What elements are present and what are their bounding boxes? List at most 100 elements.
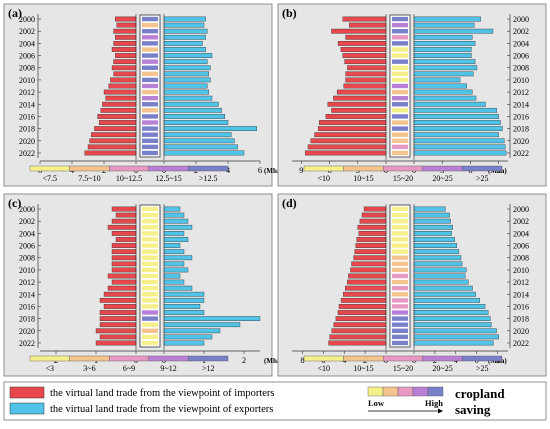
importer-bar (110, 77, 137, 83)
year-tick-label: 2022 (513, 149, 529, 158)
saving-cell (392, 132, 408, 137)
importer-legend-label: the virtual land trade from the viewpoin… (50, 388, 275, 399)
exporter-bar (413, 16, 481, 22)
importer-bar (338, 304, 387, 309)
exporter-bar (163, 89, 209, 95)
exporter-bar (163, 47, 206, 52)
saving-cell (392, 35, 408, 40)
importer-bar (105, 95, 137, 101)
importer-bar (355, 243, 387, 248)
importer-bar (337, 41, 387, 46)
importer-bar (99, 310, 137, 315)
exporter-bar (163, 22, 205, 28)
saving-cell (142, 267, 158, 273)
saving-scale-swatch (29, 355, 70, 362)
exporter-bar (413, 206, 446, 212)
saving-scale-swatch (29, 165, 70, 172)
exporter-bar (163, 297, 205, 303)
exporter-bar (413, 41, 476, 46)
importer-bar (329, 334, 387, 340)
importer-bar (331, 107, 387, 113)
saving-cell (142, 120, 158, 125)
importer-bar (114, 53, 137, 58)
panel-label: (a) (8, 6, 22, 20)
exporter-bar (413, 138, 505, 144)
panel-a: (a)2000 2002 2004 2006 2008 2010 2012 2014 2016 2… (3, 3, 283, 187)
importer-bar (328, 340, 387, 346)
exporter-bar (413, 310, 489, 315)
exporter-bar (163, 243, 181, 248)
saving-scale-label: >12 (202, 364, 215, 373)
saving-scale-swatch (69, 165, 110, 172)
saving-scale-label: <10 (318, 174, 331, 183)
saving-scale-swatch (343, 165, 384, 172)
saving-cell (392, 219, 408, 224)
saving-cell (392, 16, 408, 22)
saving-cell (142, 59, 158, 64)
importer-bar (113, 71, 137, 77)
year-tick-label: 2002 (19, 217, 35, 226)
exporter-bar (163, 212, 185, 218)
saving-scale-label: 15~20 (393, 174, 413, 183)
year-tick-label: 2010 (513, 266, 529, 275)
saving-scale-swatch (108, 165, 149, 172)
importer-bar (99, 316, 137, 321)
importer-swatch (9, 386, 45, 399)
exporter-bar (413, 273, 466, 279)
saving-scale-label: 20~25 (432, 174, 452, 183)
exporter-bar (163, 114, 225, 119)
saving-scale-label: 10~15 (353, 364, 373, 373)
legend-title-line2: saving (455, 402, 491, 417)
saving-cell (392, 102, 408, 107)
exporter-bar (163, 218, 189, 224)
importer-bar (347, 279, 387, 285)
saving-cell (392, 225, 408, 230)
saving-cell (392, 77, 408, 83)
exporter-bar (413, 47, 472, 52)
exporter-bar (413, 132, 499, 138)
saving-cell (392, 95, 408, 101)
importer-bar (113, 41, 137, 46)
year-tick-label: 2016 (513, 112, 529, 121)
saving-cell (142, 22, 158, 28)
exporter-bar (163, 279, 185, 285)
exporter-bar (163, 150, 245, 156)
unit-label: (Mha) (264, 167, 283, 175)
year-tick-label: 2000 (19, 205, 35, 214)
importer-bar (113, 59, 137, 65)
saving-scale-label: >25 (476, 174, 489, 183)
exporter-bar (163, 237, 189, 242)
saving-cell (142, 29, 158, 34)
importer-bar (345, 285, 387, 291)
saving-cell (142, 316, 158, 321)
importer-bar (354, 249, 387, 255)
year-tick-label: 2018 (19, 125, 35, 134)
importer-bar (342, 53, 387, 58)
exporter-bar (413, 328, 497, 334)
exporter-bar (413, 285, 473, 291)
exporter-bar (163, 126, 258, 131)
importer-bar (336, 89, 387, 95)
importer-bar (340, 297, 387, 303)
importer-bar (114, 34, 137, 40)
saving-cell (392, 22, 408, 28)
exporter-bar (163, 77, 211, 83)
importer-bar (87, 144, 137, 150)
saving-cell (142, 243, 158, 248)
saving-cell (392, 144, 408, 150)
importer-bar (344, 59, 387, 65)
x-tick-label: 4 (226, 165, 231, 175)
year-tick-label: 2002 (513, 27, 529, 36)
saving-cell (392, 261, 408, 267)
low-label: Low (368, 398, 385, 408)
exporter-bar (413, 95, 477, 101)
saving-scale-label: >12.5 (199, 174, 218, 183)
year-tick-label: 2020 (19, 137, 35, 146)
importer-bar (108, 83, 137, 89)
legend-saving-swatch (367, 386, 384, 397)
importer-bar (325, 114, 387, 119)
saving-cell (142, 328, 158, 333)
panel-label: (c) (8, 196, 21, 210)
saving-cell (392, 59, 408, 64)
exporter-bar (163, 230, 185, 236)
